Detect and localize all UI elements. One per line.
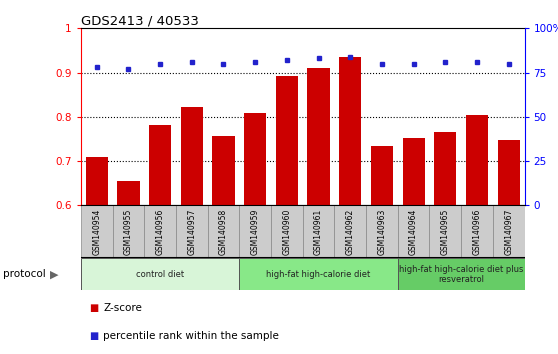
Text: percentile rank within the sample: percentile rank within the sample: [103, 331, 279, 341]
Text: GSM140956: GSM140956: [156, 209, 165, 255]
Bar: [208, 205, 239, 258]
Bar: [81, 258, 239, 290]
Text: GSM140962: GSM140962: [346, 209, 355, 255]
Bar: [466, 115, 488, 205]
Text: ■: ■: [89, 303, 99, 313]
Bar: [81, 205, 113, 258]
Bar: [307, 68, 330, 205]
Bar: [181, 107, 203, 205]
Bar: [276, 76, 298, 205]
Text: GSM140959: GSM140959: [251, 209, 259, 255]
Text: ■: ■: [89, 331, 99, 341]
Bar: [434, 132, 456, 205]
Text: GSM140957: GSM140957: [187, 209, 196, 255]
Bar: [239, 205, 271, 258]
Text: GSM140961: GSM140961: [314, 209, 323, 255]
Bar: [334, 205, 366, 258]
Bar: [86, 156, 108, 205]
Bar: [430, 205, 461, 258]
Text: GDS2413 / 40533: GDS2413 / 40533: [81, 14, 199, 27]
Bar: [366, 205, 398, 258]
Bar: [398, 258, 525, 290]
Bar: [113, 205, 145, 258]
Text: GSM140958: GSM140958: [219, 209, 228, 255]
Bar: [493, 205, 525, 258]
Text: control diet: control diet: [136, 270, 184, 279]
Bar: [498, 140, 519, 205]
Text: GSM140955: GSM140955: [124, 209, 133, 255]
Text: GSM140966: GSM140966: [473, 209, 482, 255]
Bar: [398, 205, 430, 258]
Bar: [145, 205, 176, 258]
Bar: [371, 147, 393, 205]
Text: protocol: protocol: [3, 269, 46, 279]
Text: high-fat high-calorie diet plus
resveratrol: high-fat high-calorie diet plus resverat…: [399, 265, 523, 284]
Bar: [461, 205, 493, 258]
Bar: [271, 205, 302, 258]
Text: Z-score: Z-score: [103, 303, 142, 313]
Bar: [303, 205, 334, 258]
Text: GSM140967: GSM140967: [504, 209, 513, 255]
Bar: [402, 138, 425, 205]
Text: ▶: ▶: [50, 269, 59, 279]
Bar: [213, 136, 234, 205]
Text: GSM140963: GSM140963: [377, 209, 387, 255]
Text: high-fat high-calorie diet: high-fat high-calorie diet: [266, 270, 371, 279]
Text: GSM140964: GSM140964: [409, 209, 418, 255]
Bar: [117, 181, 140, 205]
Bar: [239, 258, 398, 290]
Text: GSM140965: GSM140965: [441, 209, 450, 255]
Bar: [149, 125, 171, 205]
Bar: [244, 113, 266, 205]
Bar: [176, 205, 208, 258]
Text: GSM140960: GSM140960: [282, 209, 291, 255]
Bar: [339, 57, 362, 205]
Text: GSM140954: GSM140954: [92, 209, 101, 255]
